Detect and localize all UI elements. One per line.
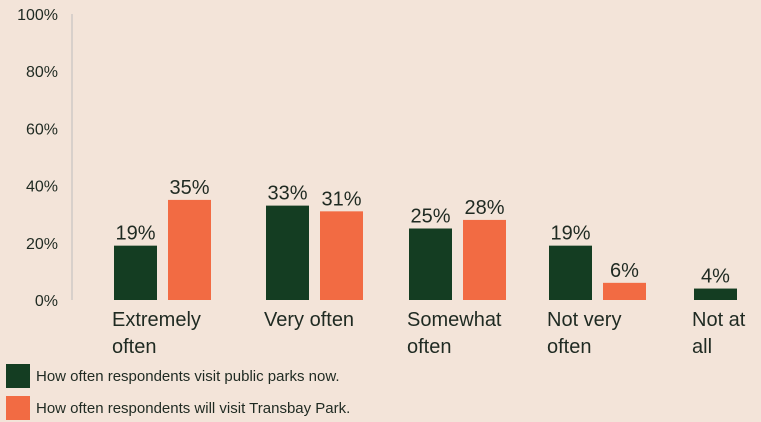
x-tick-label: often	[112, 336, 156, 358]
bar-value-label: 25%	[410, 206, 450, 228]
x-tick-label: Extremely	[112, 309, 201, 331]
bar-transbay	[168, 199, 211, 300]
bar-value-label: 4%	[701, 266, 730, 288]
x-tick-label: often	[407, 336, 451, 358]
x-tick-label: Not very	[547, 309, 621, 331]
legend-item-transbay: How often respondents will visit Transba…	[6, 396, 350, 420]
legend-label-transbay: How often respondents will visit Transba…	[36, 399, 351, 417]
bar-transbay	[603, 282, 646, 300]
x-tick-label: all	[692, 336, 712, 358]
x-tick-label: Somewhat	[407, 309, 502, 331]
x-tick-label: Very often	[264, 309, 354, 331]
y-tick-label: 60%	[26, 121, 58, 138]
bar-value-labels: 19% 33% 25% 19% 4% 35% 31% 28% 6%	[115, 177, 730, 288]
bar-now	[694, 288, 737, 300]
y-tick-label: 40%	[26, 179, 58, 196]
bar-transbay	[320, 211, 363, 300]
bar-value-label: 33%	[267, 183, 307, 205]
y-tick-labels: 0% 20% 40% 60% 80% 100%	[17, 7, 58, 310]
x-tick-label: often	[547, 336, 591, 358]
bars	[114, 199, 737, 300]
x-tick-label: Not at	[692, 309, 746, 331]
bar-value-label: 35%	[169, 177, 209, 199]
legend-item-now: How often respondents visit public parks…	[6, 364, 340, 388]
y-tick-label: 20%	[26, 236, 58, 253]
bar-value-label: 31%	[321, 188, 361, 210]
bar-now	[409, 228, 452, 300]
bar-value-label: 28%	[464, 197, 504, 219]
y-tick-label: 0%	[35, 293, 58, 310]
bar-value-label: 19%	[115, 223, 155, 245]
bar-transbay	[463, 219, 506, 300]
bar-now	[549, 245, 592, 300]
y-tick-label: 100%	[17, 7, 58, 24]
bar-value-label: 19%	[550, 223, 590, 245]
legend-swatch-now	[6, 364, 30, 388]
legend-swatch-transbay	[6, 396, 30, 420]
y-tick-label: 80%	[26, 64, 58, 81]
legend-label-now: How often respondents visit public parks…	[36, 367, 340, 385]
x-tick-labels: Extremely often Very often Somewhat often Not…	[112, 309, 746, 358]
bar-now	[266, 205, 309, 300]
bar-now	[114, 245, 157, 300]
bar-value-label: 6%	[610, 260, 639, 282]
